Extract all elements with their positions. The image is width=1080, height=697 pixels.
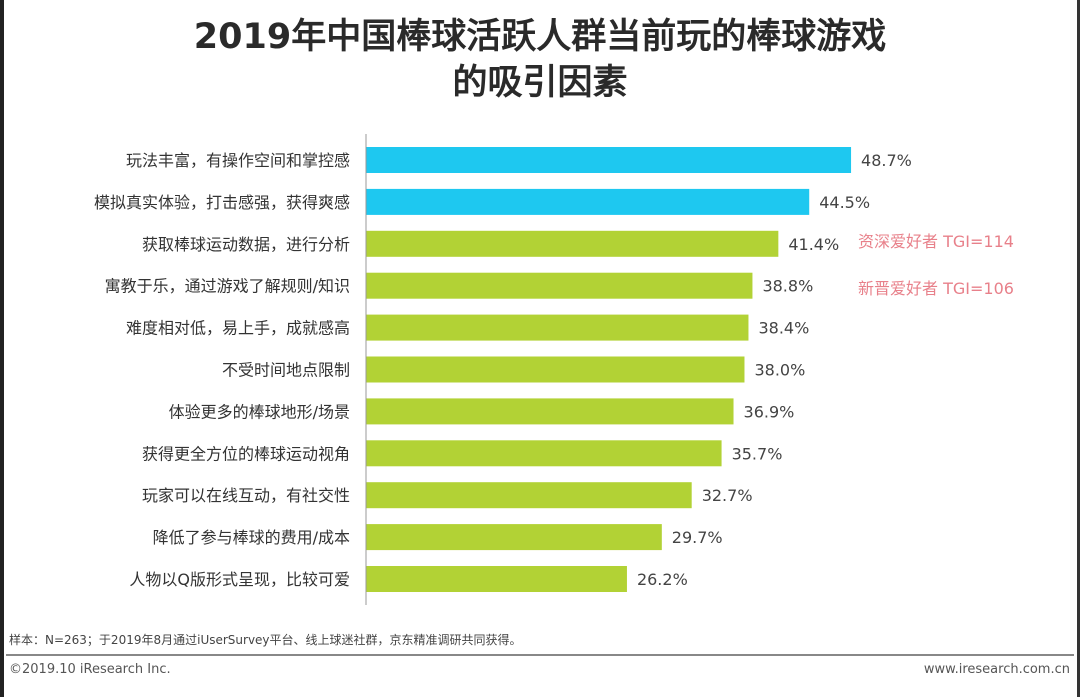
- bar: [366, 147, 852, 173]
- bar-chart: 玩法丰富，有操作空间和掌控感 48.7% 模拟真实体验，打击感强，获得爽感 44.5%…: [94, 134, 1014, 605]
- chart-title: 2019年中国棒球活跃人群当前玩的棒球游戏 的吸引因素: [0, 14, 1080, 106]
- bar: [366, 272, 753, 299]
- bar: [366, 482, 692, 509]
- bar: [366, 398, 734, 425]
- category-label: 获取棒球运动数据，进行分析: [142, 235, 350, 254]
- left-border: [0, 0, 4, 697]
- copyright: ©2019.10 iResearch Inc.: [9, 662, 171, 677]
- value-label: 38.4%: [758, 319, 809, 338]
- bar: [366, 524, 662, 551]
- bar: [366, 230, 779, 257]
- value-label: 48.7%: [861, 151, 912, 170]
- bar: [366, 188, 810, 215]
- tgi-annotation: 新晋爱好者 TGI=106: [858, 279, 1014, 298]
- category-label: 人物以Q版形式呈现，比较可爱: [129, 570, 350, 589]
- category-label: 寓教于乐，通过游戏了解规则/知识: [105, 277, 350, 296]
- value-label: 29.7%: [672, 528, 723, 547]
- value-label: 41.4%: [788, 235, 839, 254]
- value-label: 36.9%: [744, 402, 795, 421]
- value-label: 26.2%: [637, 570, 688, 589]
- title-line-2: 的吸引因素: [452, 63, 628, 103]
- bar: [366, 440, 722, 467]
- title-line-1: 2019年中国棒球活跃人群当前玩的棒球游戏: [193, 17, 887, 57]
- value-label: 38.0%: [754, 361, 805, 380]
- value-label: 44.5%: [819, 193, 870, 212]
- source-note: 样本：N=263；于2019年8月通过iUserSurvey平台、线上球迷社群，…: [9, 633, 522, 647]
- category-label: 玩法丰富，有操作空间和掌控感: [126, 151, 350, 170]
- category-label: 难度相对低，易上手，成就感高: [126, 319, 350, 338]
- category-label: 模拟真实体验，打击感强，获得爽感: [94, 193, 350, 212]
- website-link[interactable]: www.iresearch.com.cn: [923, 662, 1070, 677]
- bar: [366, 314, 749, 341]
- category-label: 玩家可以在线互动，有社交性: [142, 486, 350, 505]
- value-label: 35.7%: [732, 444, 783, 463]
- value-label: 38.8%: [762, 277, 813, 296]
- value-label: 32.7%: [702, 486, 753, 505]
- category-label: 获得更全方位的棒球运动视角: [142, 444, 350, 463]
- bar: [366, 566, 627, 592]
- footer-divider: [6, 654, 1074, 656]
- tgi-annotation: 资深爱好者 TGI=114: [858, 232, 1014, 251]
- category-label: 体验更多的棒球地形/场景: [169, 402, 350, 421]
- category-label: 降低了参与棒球的费用/成本: [153, 528, 350, 547]
- category-label: 不受时间地点限制: [222, 361, 350, 380]
- right-border: [1077, 0, 1080, 697]
- bar: [366, 356, 745, 383]
